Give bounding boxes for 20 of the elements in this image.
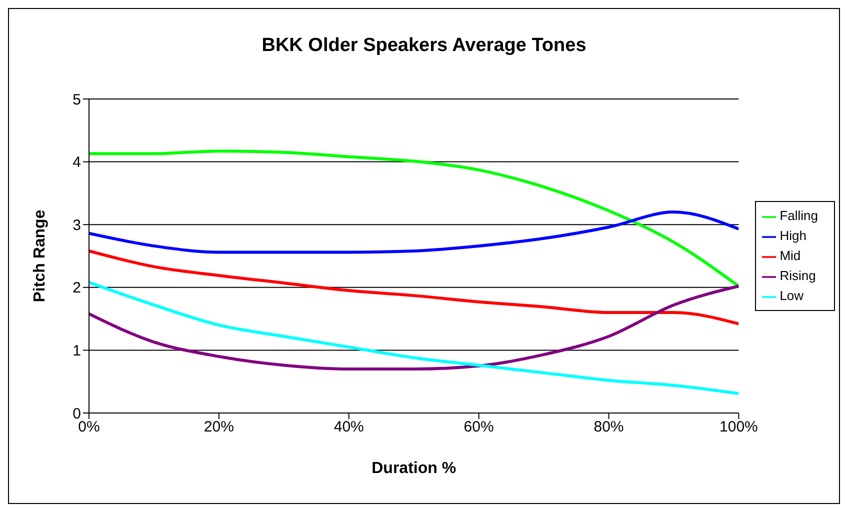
y-tick-label: 0 (72, 405, 81, 422)
x-tick-label: 0% (78, 418, 100, 436)
legend-label: Mid (780, 248, 801, 263)
y-tick-label: 5 (72, 91, 81, 108)
y-tick-label: 1 (72, 342, 81, 360)
legend-label: Low (780, 288, 804, 303)
y-axis-title: Pitch Range (32, 210, 49, 302)
x-axis-title: Duration % (372, 460, 456, 477)
y-tick-label: 4 (72, 154, 81, 172)
y-tick-label: 3 (72, 216, 81, 234)
legend-label: High (780, 228, 806, 243)
x-tick-label: 20% (204, 418, 234, 436)
x-tick-label: 80% (594, 418, 624, 436)
chart-title: BKK Older Speakers Average Tones (260, 35, 588, 57)
x-tick-label: 40% (334, 418, 364, 436)
legend-label: Falling (780, 208, 818, 223)
x-tick-label: 60% (464, 418, 494, 436)
legend-label: Rising (780, 268, 816, 283)
y-tick-label: 2 (72, 280, 81, 297)
x-tick-label: 100% (720, 418, 758, 436)
